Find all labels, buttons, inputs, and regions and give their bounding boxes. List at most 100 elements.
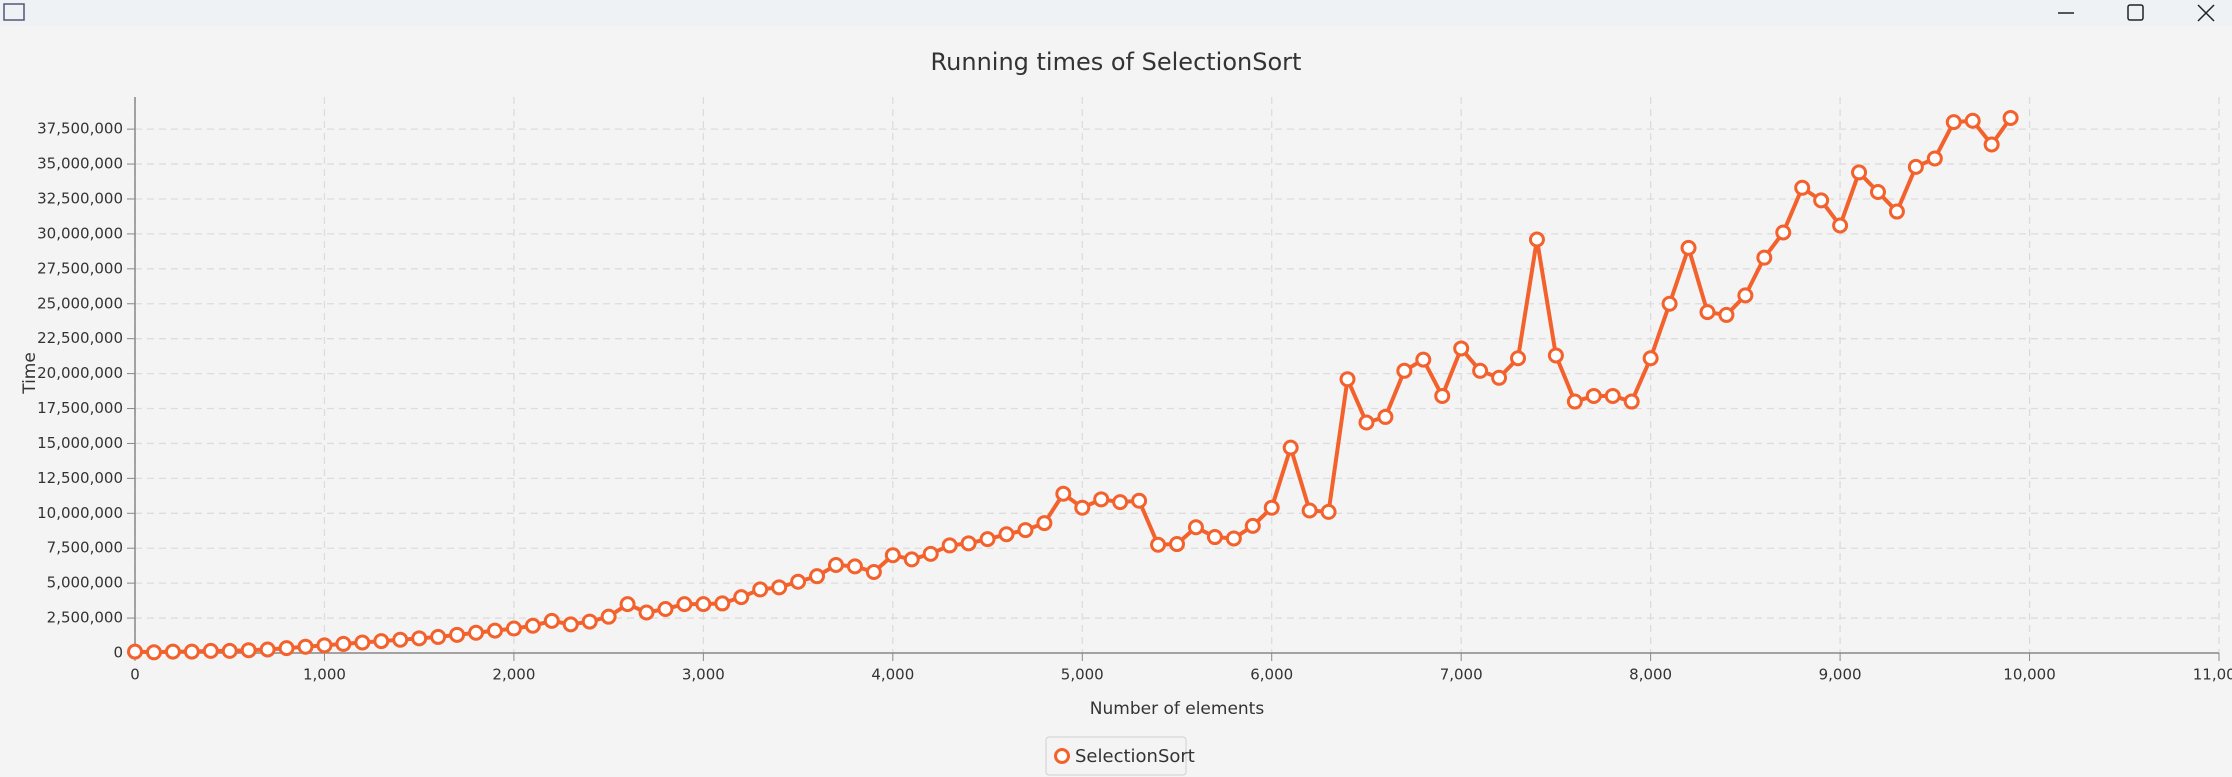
data-point xyxy=(1737,287,1754,304)
data-point xyxy=(1661,295,1678,312)
data-point xyxy=(960,535,977,552)
data-point xyxy=(278,640,295,657)
x-tick-label: 5,000 xyxy=(1061,666,1104,684)
x-tick-label: 10,000 xyxy=(2003,666,2056,684)
data-point xyxy=(771,579,788,596)
x-tick-label: 8,000 xyxy=(1629,666,1672,684)
data-point xyxy=(1225,530,1242,547)
data-point xyxy=(581,613,598,630)
y-tick-label: 12,500,000 xyxy=(37,469,123,487)
data-point xyxy=(373,633,390,650)
data-point xyxy=(865,563,882,580)
data-point xyxy=(1415,351,1432,368)
data-point xyxy=(1775,224,1792,241)
x-tick-label: 3,000 xyxy=(682,666,725,684)
x-tick-label: 7,000 xyxy=(1440,666,1483,684)
data-point xyxy=(335,635,352,652)
data-point xyxy=(297,638,314,655)
data-point xyxy=(903,551,920,568)
data-point xyxy=(1926,150,1943,167)
data-point xyxy=(1869,183,1886,200)
data-point xyxy=(468,624,485,641)
data-point xyxy=(1453,340,1470,357)
data-point xyxy=(1074,499,1091,516)
data-point xyxy=(714,595,731,612)
data-point xyxy=(259,641,276,658)
x-tick-label: 9,000 xyxy=(1819,666,1862,684)
y-tick-label: 30,000,000 xyxy=(37,224,123,242)
data-point xyxy=(638,604,655,621)
data-point xyxy=(2002,109,2019,126)
data-point xyxy=(524,617,541,634)
data-point xyxy=(846,558,863,575)
data-point xyxy=(827,556,844,573)
y-tick-label: 22,500,000 xyxy=(37,329,123,347)
title-bar xyxy=(0,0,2232,26)
data-point xyxy=(202,642,219,659)
data-point xyxy=(657,600,674,617)
data-point xyxy=(1112,494,1129,511)
y-tick-label: 17,500,000 xyxy=(37,399,123,417)
data-point xyxy=(998,526,1015,543)
y-tick-label: 20,000,000 xyxy=(37,364,123,382)
data-point xyxy=(1907,158,1924,175)
data-point xyxy=(1510,350,1527,367)
data-point xyxy=(449,626,466,643)
data-point xyxy=(1547,347,1564,364)
data-point xyxy=(1699,304,1716,321)
x-tick-label: 11,000 xyxy=(2193,666,2232,684)
data-point xyxy=(164,643,181,660)
data-point xyxy=(1794,179,1811,196)
data-point xyxy=(1851,164,1868,181)
data-point xyxy=(1623,393,1640,410)
data-point xyxy=(392,631,409,648)
data-point xyxy=(1888,203,1905,220)
data-point xyxy=(809,568,826,585)
data-point xyxy=(1528,231,1545,248)
data-point xyxy=(1093,491,1110,508)
data-point xyxy=(1131,492,1148,509)
legend-symbol xyxy=(1054,748,1070,764)
y-tick-label: 35,000,000 xyxy=(37,155,123,173)
data-point xyxy=(1320,503,1337,520)
data-point xyxy=(600,608,617,625)
data-point xyxy=(1566,393,1583,410)
data-point xyxy=(1983,136,2000,153)
x-tick-label: 6,000 xyxy=(1250,666,1293,684)
data-point xyxy=(1150,536,1167,553)
data-point xyxy=(1206,529,1223,546)
y-tick-label: 15,000,000 xyxy=(37,434,123,452)
data-point xyxy=(1604,387,1621,404)
data-point xyxy=(979,531,996,548)
data-point xyxy=(1036,515,1053,532)
data-point xyxy=(430,628,447,645)
y-tick-label: 5,000,000 xyxy=(47,574,123,592)
close-button[interactable] xyxy=(2197,4,2215,22)
data-point xyxy=(922,545,939,562)
data-point xyxy=(127,643,143,660)
x-tick-label: 0 xyxy=(130,666,140,684)
x-tick-label: 2,000 xyxy=(492,666,535,684)
data-point xyxy=(486,622,503,639)
data-point xyxy=(1301,502,1318,519)
plot-area: 0 2,500,000 5,000,000 7,500,000 10,000,000 12… xyxy=(37,97,2232,684)
data-point xyxy=(1244,517,1261,534)
data-point xyxy=(411,630,428,647)
data-point xyxy=(221,642,238,659)
data-point xyxy=(884,547,901,564)
data-point xyxy=(733,589,750,606)
data-point xyxy=(1169,536,1185,553)
data-point xyxy=(695,596,712,613)
data-point xyxy=(1642,350,1659,367)
data-point xyxy=(1718,306,1735,323)
data-point xyxy=(1680,239,1697,256)
chart-title: Running times of SelectionSort xyxy=(931,48,1302,76)
data-point xyxy=(316,637,333,654)
data-point xyxy=(183,643,200,660)
maximize-button[interactable] xyxy=(2127,4,2144,21)
y-tick-label: 32,500,000 xyxy=(37,189,123,207)
y-tick-label: 10,000,000 xyxy=(37,504,123,522)
y-tick-label: 2,500,000 xyxy=(47,609,123,627)
x-tick-label: 1,000 xyxy=(303,666,346,684)
